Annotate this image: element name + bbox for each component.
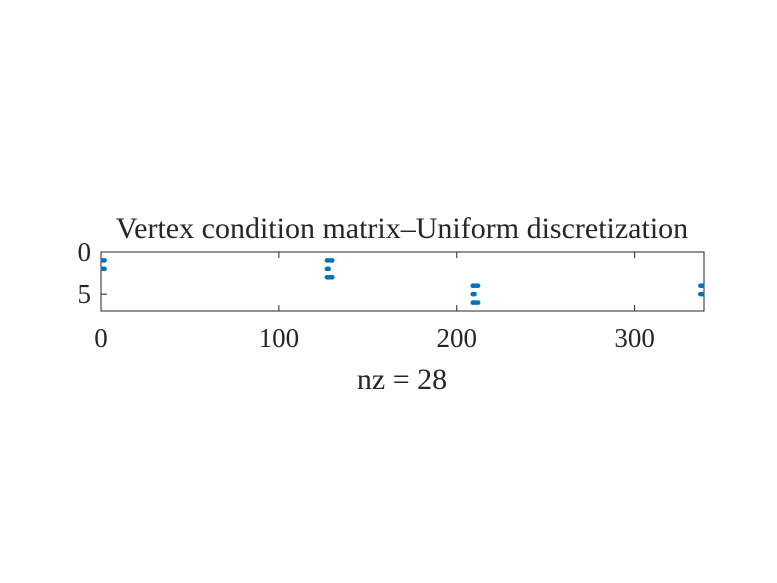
x-axis-label: nz = 28: [357, 363, 447, 396]
x-tick-label: 300: [614, 323, 655, 353]
nonzero-marker: [699, 283, 705, 289]
nonzero-marker: [102, 258, 107, 263]
plot-area: [100, 251, 705, 312]
nonzero-marker: [475, 283, 481, 289]
y-tick-label: 0: [78, 237, 92, 267]
nonzero-marker: [475, 300, 481, 305]
nonzero-marker: [326, 266, 331, 272]
chart-title: Vertex condition matrix–Uniform discreti…: [116, 212, 688, 245]
nonzero-marker: [102, 266, 107, 272]
y-tick-label: 5: [78, 279, 92, 309]
x-tick-label: 200: [437, 323, 478, 353]
x-axis-ticks: 0 100 200 300: [94, 252, 655, 353]
nonzero-marker: [329, 274, 335, 280]
data-markers: [100, 258, 705, 305]
y-axis-ticks: 05: [78, 237, 704, 309]
x-tick-label: 100: [259, 323, 300, 353]
nonzero-marker: [329, 258, 335, 263]
nonzero-marker: [699, 291, 705, 297]
x-tick-label: 0: [94, 323, 108, 353]
nonzero-marker: [472, 291, 477, 297]
